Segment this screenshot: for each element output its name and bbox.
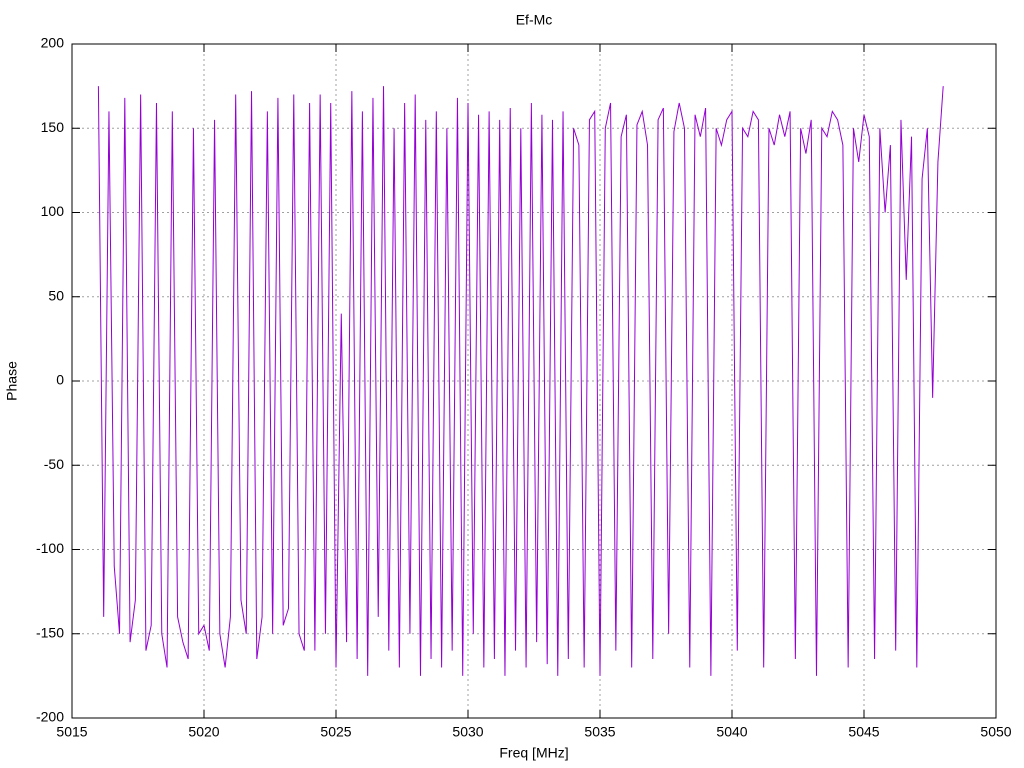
x-tick-label: 5045: [848, 724, 879, 740]
x-tick-label: 5050: [980, 724, 1011, 740]
y-tick-label: 100: [41, 203, 65, 219]
y-tick-label: -200: [36, 709, 64, 725]
chart-title: Ef-Mc: [516, 12, 553, 28]
x-tick-label: 5035: [584, 724, 615, 740]
y-tick-label: 150: [41, 119, 65, 135]
y-tick-label: -150: [36, 624, 64, 640]
x-tick-label: 5030: [452, 724, 483, 740]
y-axis-label: Phase: [4, 361, 20, 401]
x-tick-label: 5025: [320, 724, 351, 740]
y-tick-label: 50: [48, 287, 64, 303]
y-tick-label: 200: [41, 35, 65, 51]
y-tick-label: -100: [36, 540, 64, 556]
x-tick-label: 5020: [188, 724, 219, 740]
x-tick-label: 5015: [56, 724, 87, 740]
x-tick-label: 5040: [716, 724, 747, 740]
y-tick-label: 0: [56, 372, 64, 388]
data-line: [97, 86, 944, 676]
y-tick-label: -50: [44, 456, 64, 472]
x-axis-label: Freq [MHz]: [499, 745, 568, 761]
plot-frame: [71, 43, 997, 719]
